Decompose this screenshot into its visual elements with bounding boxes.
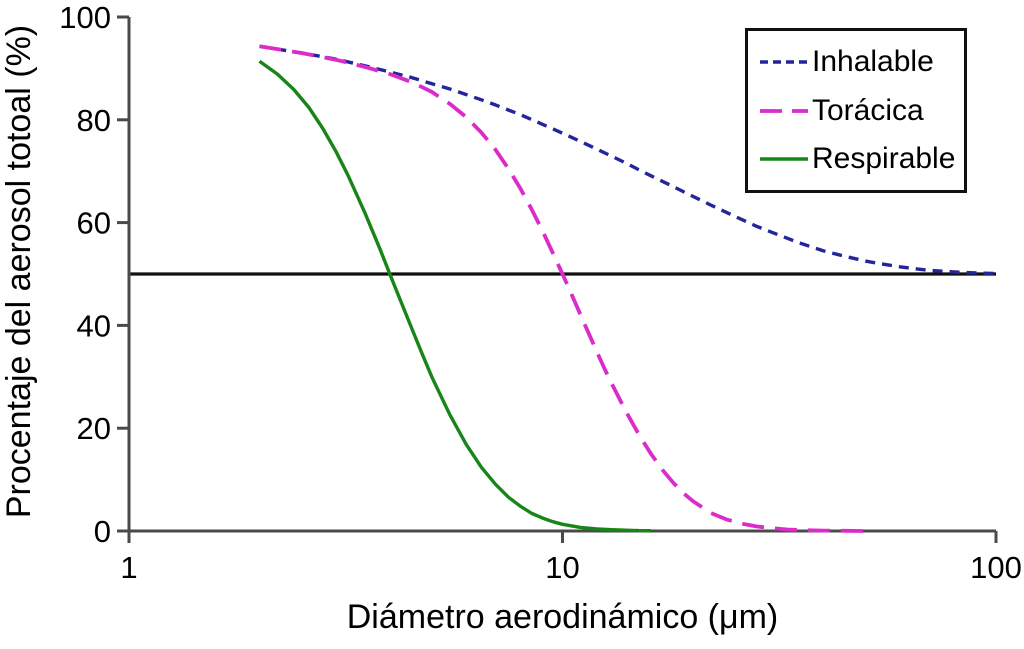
curve-respirable <box>258 59 652 533</box>
x-axis-title: Diámetro aerodinámico (μm) <box>346 598 779 636</box>
x-tick-label: 10 <box>545 550 579 585</box>
legend-item-respirable: Respirable <box>758 142 964 176</box>
y-tick-label: 40 <box>77 308 111 343</box>
y-tick-label: 80 <box>77 103 111 138</box>
y-tick-label: 100 <box>59 0 111 35</box>
curve-inhalable <box>259 44 997 276</box>
legend-item-inhalable: Inhalable <box>758 45 964 79</box>
y-axis-title: Procentaje del aerosol totoal (%) <box>0 24 38 519</box>
y-tick-label: 0 <box>94 514 111 549</box>
legend-label-inhalable: Inhalable <box>812 45 934 79</box>
legend-item-toracica: Torácica <box>758 94 964 128</box>
y-tick-label: 20 <box>77 411 111 446</box>
legend: Inhalable Torácica Respirable <box>745 28 967 193</box>
legend-label-respirable: Respirable <box>812 141 956 175</box>
legend-label-toracica: Torácica <box>812 93 924 127</box>
legend-solid-green-line-icon <box>760 157 808 161</box>
x-tick-label: 100 <box>970 550 1022 585</box>
legend-dashed-blue-line-icon <box>760 60 808 64</box>
y-tick-label: 60 <box>77 206 111 241</box>
curve-toracica <box>259 44 866 533</box>
x-tick-label: 1 <box>120 550 137 585</box>
legend-dashed-magenta-line-icon <box>760 108 808 113</box>
